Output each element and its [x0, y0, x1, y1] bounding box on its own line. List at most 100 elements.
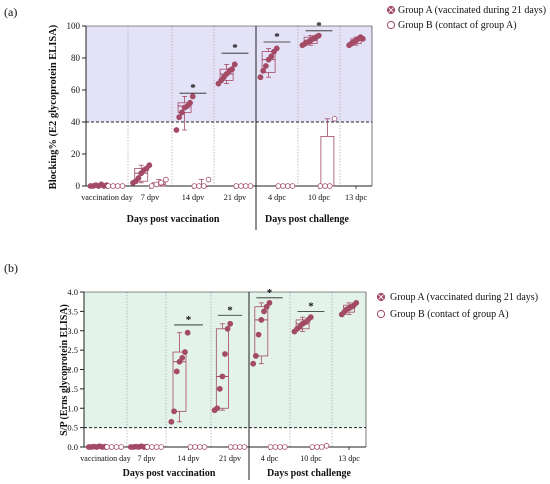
data-point-group-a	[187, 99, 193, 106]
data-point-group-a	[173, 127, 180, 133]
legend-a-filled-cross	[388, 7, 394, 13]
legend-b-open-marker	[376, 309, 386, 319]
data-point-group-b	[282, 444, 288, 450]
data-point-group-b	[158, 444, 165, 450]
y-tick-label: 0	[76, 181, 81, 191]
data-point-group-a	[168, 418, 175, 425]
data-point-group-a	[261, 308, 267, 315]
box-iqr	[215, 328, 229, 409]
x-tick-label: 4 dpc	[261, 454, 279, 463]
significance-star: *	[316, 20, 322, 32]
data-point-group-b	[148, 183, 155, 189]
panel-a-legend: Group A (vaccinated during 21 days) Grou…	[386, 5, 546, 31]
data-point-group-b	[158, 180, 164, 186]
panel-a: (a) Blocking% (E2 glycoprotein ELISA) Da…	[4, 5, 546, 230]
data-point-group-a	[229, 66, 235, 73]
data-point-group-a	[257, 74, 264, 81]
data-point-group-b	[272, 444, 279, 450]
data-point-group-b	[110, 183, 116, 189]
y-tick-label: 80	[71, 53, 81, 63]
data-point-group-a	[224, 325, 231, 332]
y-tick-label: 4.0	[67, 287, 78, 297]
x-tick-label: 7 dpv	[141, 193, 160, 202]
data-point-group-a	[250, 360, 257, 367]
data-point-group-b	[191, 183, 198, 189]
box-iqr	[254, 306, 269, 357]
box-iqr	[219, 68, 234, 81]
x-tick-label: 7 dpv	[138, 454, 156, 463]
data-point-group-b	[205, 176, 212, 183]
data-point-group-b	[163, 176, 169, 183]
significance-star: *	[274, 31, 280, 43]
data-point-group-a	[173, 368, 180, 375]
significance-star: *	[308, 300, 314, 312]
x-tick-label: vaccination day	[80, 454, 130, 463]
data-point-group-a	[260, 67, 267, 74]
data-point-group-a	[258, 316, 265, 323]
y-tick-label: 1.0	[67, 403, 78, 413]
data-point-group-b	[192, 444, 198, 450]
data-point-group-a	[214, 405, 221, 412]
data-point-group-b	[232, 444, 239, 450]
data-point-group-b	[331, 116, 338, 122]
x-tick-label: 21 dpv	[219, 454, 241, 463]
x-tick-label: 4 dpc	[268, 193, 286, 202]
data-point-group-a	[184, 329, 191, 336]
data-point-group-a	[268, 53, 275, 60]
data-point-group-a	[255, 331, 262, 338]
data-point-group-b	[277, 444, 283, 450]
panel-b-legend: Group A (vaccinated during 21 days) Grou…	[376, 292, 538, 320]
data-point-group-b	[197, 444, 203, 450]
box-iqr	[172, 351, 187, 412]
box-iqr	[261, 51, 276, 73]
significance-star: *	[186, 314, 192, 326]
data-point-group-a	[171, 408, 177, 415]
data-point-group-b	[289, 183, 296, 189]
data-point-group-b	[309, 444, 316, 450]
data-point-group-b	[322, 183, 328, 189]
data-point-group-b	[247, 183, 254, 189]
y-tick-label: 0.0	[67, 442, 78, 452]
data-point-group-b	[114, 183, 121, 189]
data-point-group-b	[242, 183, 249, 189]
legend-b-group-b: Group B (contact of group A)	[390, 309, 509, 320]
data-point-group-b	[200, 183, 207, 189]
y-tick-label: 2.5	[67, 345, 78, 355]
y-tick-label: 40	[71, 117, 81, 127]
data-point-group-b	[317, 183, 324, 189]
data-point-group-a	[189, 93, 196, 100]
data-point-group-b	[275, 183, 282, 189]
data-point-group-a	[182, 349, 188, 355]
data-point-group-a	[273, 45, 280, 52]
y-tick-label: 20	[71, 149, 81, 159]
x-tick-label: 13 dpc	[338, 454, 360, 463]
data-point-group-b	[233, 183, 240, 189]
data-point-group-b	[314, 444, 320, 450]
y-tick-label: 3.0	[67, 326, 78, 336]
data-point-group-b	[241, 444, 248, 450]
y-tick-label: 100	[67, 21, 81, 31]
significance-star: *	[232, 42, 238, 54]
x-tick-label: 14 dpv	[182, 193, 205, 202]
data-point-group-a	[231, 61, 238, 68]
data-point-group-a	[263, 303, 270, 310]
data-point-group-b	[318, 444, 325, 450]
data-point-group-b	[196, 183, 202, 189]
data-point-group-b	[108, 444, 115, 450]
legend-b-group-a: Group A (vaccinated during 21 days)	[390, 292, 538, 303]
panel-b-label: (b)	[4, 261, 18, 275]
data-point-group-a	[176, 358, 183, 365]
data-point-group-b	[153, 444, 160, 450]
legend-a-open-marker	[386, 20, 396, 30]
data-point-group-b	[326, 183, 333, 189]
x-tick-label: 10 dpc	[300, 454, 322, 463]
data-point-group-b	[104, 444, 110, 450]
data-point-group-a	[262, 63, 269, 69]
data-point-group-b	[119, 183, 126, 189]
y-tick-label: 3.5	[67, 306, 78, 316]
significance-star: *	[227, 304, 233, 316]
y-tick-label: 1.5	[67, 384, 78, 394]
box-iqr	[320, 135, 335, 187]
y-tick-label: 0.5	[67, 423, 78, 433]
